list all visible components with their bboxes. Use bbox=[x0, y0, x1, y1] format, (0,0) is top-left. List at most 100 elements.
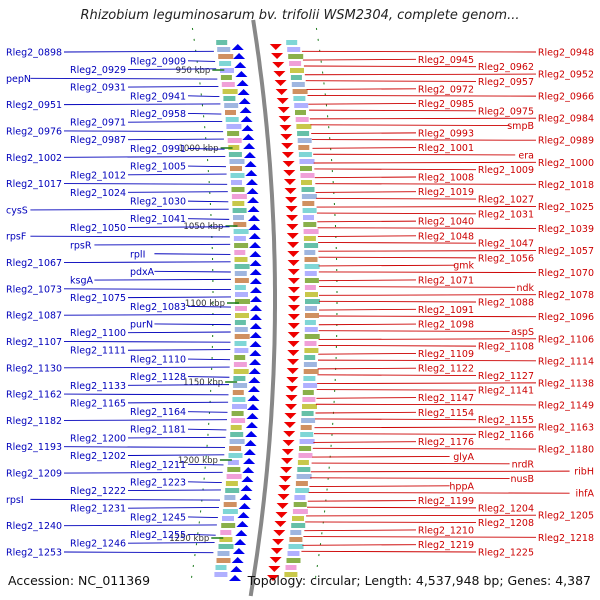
right-gene-label: Rleg2_1106 bbox=[538, 334, 594, 345]
forward-strand-arrow bbox=[249, 287, 262, 293]
left-gene-leader-line bbox=[127, 191, 228, 193]
left-feature-block bbox=[227, 138, 242, 143]
forward-strand-arrow bbox=[243, 449, 256, 455]
right-gene-leader-line bbox=[317, 235, 417, 237]
left-feature-block bbox=[219, 537, 233, 542]
forward-strand-arrow bbox=[236, 521, 249, 527]
reverse-strand-arrow bbox=[283, 179, 296, 185]
forward-strand-arrow bbox=[248, 377, 261, 383]
right-gene-label: Rleg2_1078 bbox=[538, 290, 594, 301]
forward-strand-arrow bbox=[240, 485, 253, 491]
forward-strand-arrow bbox=[248, 233, 261, 239]
left-gene-leader-line bbox=[63, 156, 226, 158]
left-feature-block bbox=[234, 355, 246, 360]
right-feature-block bbox=[304, 278, 319, 283]
left-gene-leader-line bbox=[63, 50, 214, 53]
right-gene-label: Rleg2_1091 bbox=[418, 305, 474, 316]
right-feature-block bbox=[304, 250, 316, 255]
left-gene-leader-line bbox=[63, 183, 228, 185]
left-gene-leader-line bbox=[63, 261, 231, 263]
left-feature-block bbox=[215, 565, 227, 570]
left-feature-block bbox=[218, 54, 234, 59]
right-gene-leader-line bbox=[309, 117, 537, 120]
left-gene-leader-line bbox=[187, 376, 230, 378]
right-feature-block bbox=[304, 320, 316, 325]
left-gene-label: Rleg2_1181 bbox=[130, 425, 186, 436]
left-feature-block bbox=[232, 201, 245, 206]
right-gene-label: Rleg2_0975 bbox=[478, 106, 534, 117]
left-gene-label: Rleg2_1107 bbox=[6, 337, 62, 348]
left-gene-leader-line bbox=[94, 243, 231, 246]
forward-strand-arrow bbox=[244, 440, 257, 446]
left-feature-block bbox=[229, 439, 245, 444]
reverse-strand-arrow bbox=[285, 395, 298, 401]
right-gene-label: Rleg2_1204 bbox=[478, 503, 534, 514]
forward-strand-arrow bbox=[249, 296, 262, 302]
left-gene-leader-line bbox=[127, 349, 231, 351]
left-feature-block bbox=[231, 187, 245, 192]
right-feature-block bbox=[295, 117, 309, 122]
right-feature-block bbox=[294, 103, 309, 108]
right-feature-block bbox=[288, 544, 304, 549]
left-feature-block bbox=[227, 467, 241, 472]
right-gene-label: Rleg2_1071 bbox=[418, 275, 474, 286]
forward-strand-arrow bbox=[233, 53, 246, 59]
left-gene-leader-line bbox=[187, 95, 220, 98]
right-feature-block bbox=[303, 229, 319, 234]
right-gene-label: Rleg2_1019 bbox=[418, 187, 474, 198]
left-gene-leader-line bbox=[63, 524, 217, 527]
map-title: Rhizobium leguminosarum bv. trifolii WSM… bbox=[80, 8, 520, 23]
left-feature-block bbox=[234, 257, 248, 262]
right-gene-label: Rleg2_1070 bbox=[538, 268, 594, 279]
left-gene-leader-line bbox=[187, 148, 225, 150]
right-feature-block bbox=[303, 236, 316, 241]
right-gene-leader-line bbox=[311, 139, 537, 141]
right-gene-leader-line bbox=[312, 447, 537, 450]
left-gene-label: rpsF bbox=[6, 232, 26, 243]
left-gene-label: Rleg2_1162 bbox=[6, 390, 62, 401]
right-gene-label: Rleg2_1210 bbox=[418, 525, 474, 536]
right-feature-block bbox=[304, 348, 319, 353]
kbp-tick-label: 1250 kbp bbox=[169, 534, 209, 544]
right-gene-leader-line bbox=[309, 485, 450, 487]
right-gene-leader-line bbox=[318, 315, 537, 318]
left-feature-block bbox=[233, 222, 247, 227]
right-feature-block bbox=[297, 131, 310, 136]
left-feature-block bbox=[230, 166, 242, 171]
right-gene-leader-line bbox=[318, 353, 417, 355]
left-gene-label: Rleg2_1240 bbox=[6, 521, 62, 532]
reverse-strand-arrow bbox=[269, 44, 282, 50]
right-feature-block bbox=[303, 376, 316, 381]
reverse-strand-arrow bbox=[281, 143, 294, 149]
forward-strand-arrow bbox=[234, 539, 247, 545]
right-gene-leader-line bbox=[318, 294, 537, 296]
right-gene-leader-line bbox=[303, 65, 477, 68]
right-gene-leader-line bbox=[310, 470, 570, 473]
left-gene-label: Rleg2_1087 bbox=[6, 311, 62, 322]
left-gene-leader-line bbox=[63, 314, 231, 316]
right-gene-label: Rleg2_1001 bbox=[418, 143, 474, 154]
right-gene-leader-line bbox=[315, 191, 417, 193]
reverse-strand-arrow bbox=[286, 377, 299, 383]
left-gene-leader-line bbox=[127, 121, 223, 123]
left-feature-block bbox=[232, 390, 244, 395]
reverse-strand-arrow bbox=[286, 233, 299, 239]
left-gene-leader-line bbox=[127, 331, 231, 334]
left-feature-block bbox=[214, 572, 228, 577]
right-gene-label: Rleg2_1018 bbox=[538, 180, 594, 191]
forward-strand-arrow bbox=[249, 251, 262, 257]
forward-strand-arrow bbox=[235, 71, 248, 77]
left-feature-block bbox=[226, 474, 242, 479]
left-feature-block bbox=[227, 460, 239, 465]
right-gene-leader-line bbox=[318, 286, 516, 288]
left-gene-label: Rleg2_1255 bbox=[130, 530, 186, 541]
right-gene-leader-line bbox=[315, 183, 537, 185]
right-feature-block bbox=[304, 243, 319, 248]
right-gene-label: Rleg2_1096 bbox=[538, 312, 594, 323]
left-gene-label: Rleg2_1075 bbox=[70, 293, 126, 304]
left-feature-block bbox=[227, 131, 240, 136]
left-feature-block bbox=[220, 530, 232, 535]
right-feature-block bbox=[304, 285, 316, 290]
right-feature-block bbox=[302, 201, 315, 206]
forward-strand-arrow bbox=[239, 494, 252, 500]
